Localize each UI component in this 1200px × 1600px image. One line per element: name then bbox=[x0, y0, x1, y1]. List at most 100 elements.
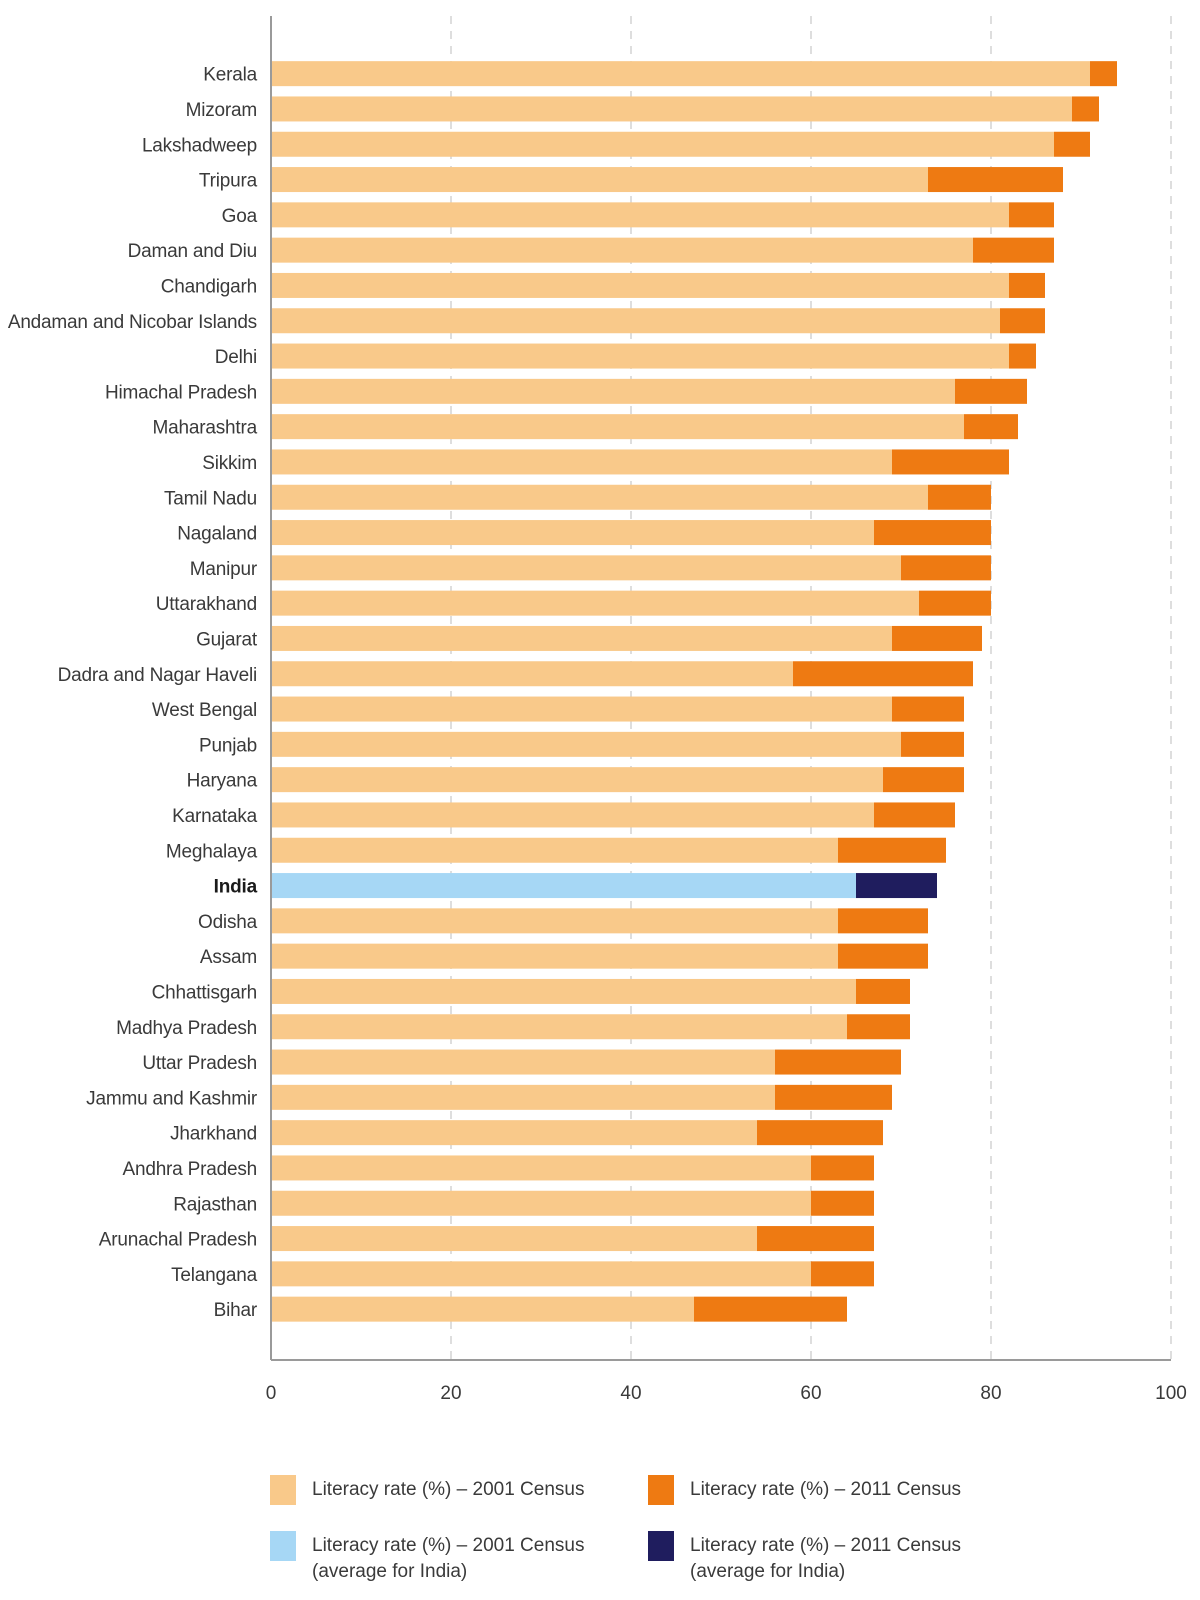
bar-2011-punjab bbox=[901, 731, 964, 757]
bar-2001-madhya-pradesh bbox=[271, 1014, 847, 1040]
bar-2001-chandigarh bbox=[271, 272, 1009, 298]
bar-2011-tamil-nadu bbox=[928, 484, 991, 510]
category-labels: Kerala Mizoram Lakshadweep Tripura Goa Daman … bbox=[8, 65, 258, 1322]
legend-swatch-2001 bbox=[270, 1475, 296, 1505]
category-label-maharashtra: Maharashtra bbox=[153, 418, 258, 439]
bar-2001-tripura bbox=[271, 167, 928, 193]
category-label-himachal-pradesh: Himachal Pradesh bbox=[105, 382, 257, 403]
legend-swatch-india-2001 bbox=[270, 1531, 296, 1561]
bar-2011-bihar bbox=[694, 1296, 847, 1322]
category-label-jharkhand: Jharkhand bbox=[170, 1124, 257, 1145]
axes bbox=[270, 16, 1171, 1361]
category-label-kerala: Kerala bbox=[203, 65, 257, 86]
bar-2011-tripura bbox=[928, 167, 1063, 193]
category-label-dadra-and-nagar-haveli: Dadra and Nagar Haveli bbox=[58, 665, 257, 686]
legend-label-india-2011-line2: (average for India) bbox=[690, 1561, 846, 1582]
bar-2001-telangana bbox=[271, 1261, 811, 1287]
bar-2011-rajasthan bbox=[811, 1190, 874, 1216]
bar-2011-uttar-pradesh bbox=[775, 1049, 901, 1075]
bar-2001-chhattisgarh bbox=[271, 978, 856, 1004]
bar-2011-arunachal-pradesh bbox=[757, 1226, 874, 1252]
category-label-daman-and-diu: Daman and Diu bbox=[128, 241, 257, 262]
bar-2011-gujarat bbox=[892, 625, 982, 651]
bar-2001-bihar bbox=[271, 1296, 694, 1322]
category-label-gujarat: Gujarat bbox=[196, 629, 258, 650]
bar-2001-andaman-and-nicobar-islands bbox=[271, 308, 1000, 334]
bar-2001-jharkhand bbox=[271, 1120, 757, 1146]
x-tick-label-40: 40 bbox=[620, 1383, 641, 1404]
legend-swatch-india-2011 bbox=[648, 1531, 674, 1561]
bar-2011-delhi bbox=[1009, 343, 1036, 369]
legend-label-2011: Literacy rate (%) – 2011 Census bbox=[690, 1479, 962, 1500]
bar-2001-goa bbox=[271, 202, 1009, 228]
bar-2011-lakshadweep bbox=[1054, 131, 1090, 157]
bar-2001-kerala bbox=[271, 61, 1090, 87]
bar-2011-assam bbox=[838, 943, 928, 969]
bar-2001-maharashtra bbox=[271, 414, 964, 440]
legend-swatch-2011 bbox=[648, 1475, 674, 1505]
legend-item-india-2011: Literacy rate (%) – 2011 Census (average… bbox=[648, 1531, 961, 1585]
bar-2011-telangana bbox=[811, 1261, 874, 1287]
category-label-chhattisgarh: Chhattisgarh bbox=[152, 982, 257, 1003]
x-tick-label-20: 20 bbox=[440, 1383, 461, 1404]
bar-2001-haryana bbox=[271, 767, 883, 793]
bar-2001-punjab bbox=[271, 731, 901, 757]
bar-2011-himachal-pradesh bbox=[955, 378, 1027, 404]
bar-2011-odisha bbox=[838, 908, 928, 934]
bar-2001-manipur bbox=[271, 555, 901, 581]
category-label-assam: Assam bbox=[200, 947, 257, 968]
bar-2011-sikkim bbox=[892, 449, 1009, 475]
category-label-lakshadweep: Lakshadweep bbox=[142, 135, 257, 156]
category-label-delhi: Delhi bbox=[215, 347, 257, 368]
bar-2011-mizoram bbox=[1072, 96, 1099, 122]
legend-item-india-2001: Literacy rate (%) – 2001 Census (average… bbox=[270, 1531, 584, 1585]
bar-2001-sikkim bbox=[271, 449, 892, 475]
bar-2001-mizoram bbox=[271, 96, 1072, 122]
bar-2001-uttar-pradesh bbox=[271, 1049, 775, 1075]
legend: Literacy rate (%) – 2001 Census Literacy… bbox=[270, 1475, 1170, 1595]
bar-2001-andhra-pradesh bbox=[271, 1155, 811, 1181]
bar-2011-dadra-and-nagar-haveli bbox=[793, 661, 973, 687]
bar-2001-lakshadweep bbox=[271, 131, 1054, 157]
x-tick-label-60: 60 bbox=[800, 1383, 821, 1404]
bar-2001-rajasthan bbox=[271, 1190, 811, 1216]
bar-2011-west-bengal bbox=[892, 696, 964, 722]
x-tick-label-0: 0 bbox=[266, 1383, 277, 1404]
category-label-india: India bbox=[214, 877, 258, 898]
category-label-bihar: Bihar bbox=[214, 1300, 258, 1321]
bar-2001-tamil-nadu bbox=[271, 484, 928, 510]
category-label-andaman-and-nicobar-islands: Andaman and Nicobar Islands bbox=[8, 312, 257, 333]
category-label-uttar-pradesh: Uttar Pradesh bbox=[142, 1053, 257, 1074]
x-tick-labels: 0 20 40 60 80 100 bbox=[266, 1383, 1187, 1404]
category-label-haryana: Haryana bbox=[187, 771, 258, 792]
bar-2001-dadra-and-nagar-haveli bbox=[271, 661, 793, 687]
bar-2001-jammu-and-kashmir bbox=[271, 1084, 775, 1110]
bar-2001-odisha bbox=[271, 908, 838, 934]
category-label-rajasthan: Rajasthan bbox=[173, 1194, 257, 1215]
category-label-punjab: Punjab bbox=[199, 735, 257, 756]
legend-item-2001: Literacy rate (%) – 2001 Census bbox=[270, 1475, 584, 1505]
category-label-odisha: Odisha bbox=[198, 912, 258, 933]
bar-2011-jammu-and-kashmir bbox=[775, 1084, 892, 1110]
bar-2011-manipur bbox=[901, 555, 991, 581]
bar-2001-west-bengal bbox=[271, 696, 892, 722]
legend-label-india-2001-line2: (average for India) bbox=[312, 1561, 468, 1582]
bar-2001-daman-and-diu bbox=[271, 237, 973, 263]
category-label-manipur: Manipur bbox=[190, 559, 258, 580]
bar-2001-arunachal-pradesh bbox=[271, 1226, 757, 1252]
bar-2011-haryana bbox=[883, 767, 964, 793]
category-label-meghalaya: Meghalaya bbox=[166, 841, 258, 862]
x-tick-label-80: 80 bbox=[980, 1383, 1001, 1404]
category-label-jammu-and-kashmir: Jammu and Kashmir bbox=[86, 1088, 258, 1109]
bar-2001-india bbox=[271, 873, 856, 899]
category-label-tamil-nadu: Tamil Nadu bbox=[164, 488, 257, 509]
bar-2001-delhi bbox=[271, 343, 1009, 369]
bar-2011-karnataka bbox=[874, 802, 955, 828]
bar-2001-himachal-pradesh bbox=[271, 378, 955, 404]
category-label-uttarakhand: Uttarakhand bbox=[156, 594, 257, 615]
bar-2011-chhattisgarh bbox=[856, 978, 910, 1004]
category-label-karnataka: Karnataka bbox=[172, 806, 257, 827]
bar-2001-gujarat bbox=[271, 625, 892, 651]
legend-item-2011: Literacy rate (%) – 2011 Census bbox=[648, 1475, 961, 1505]
